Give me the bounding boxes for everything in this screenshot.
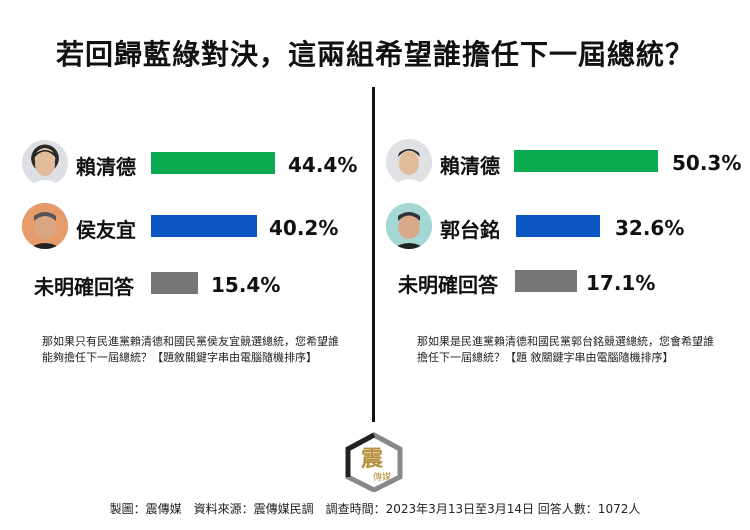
value-undecided-left: 15.4% (211, 273, 281, 297)
hou-yu-ih-avatar (22, 203, 68, 249)
value-gou: 32.6% (615, 216, 685, 240)
value-lai-left: 44.4% (288, 153, 358, 177)
question-note-right: 那如果是民進黨賴清德和國民黨郭台銘競選總統，您會希望誰擔任下一屆總統？【題 敘關… (417, 335, 714, 364)
value-undecided-right: 17.1% (586, 271, 656, 295)
question-note-left: 那如果只有民進黨賴清德和國民黨侯友宜競選總統，您希望誰能夠擔任下一屆總統？【題敘… (42, 335, 339, 364)
bar-lai-left (151, 152, 275, 174)
candidate-name-lai-right: 賴清德 (440, 154, 500, 178)
zhen-media-logo: 震 傳媒 (342, 432, 406, 493)
center-divider (372, 87, 375, 422)
logo-glyph: 震 (361, 446, 384, 472)
bar-undecided-left (151, 272, 198, 294)
value-hou: 40.2% (269, 216, 339, 240)
candidate-name-gou: 郭台銘 (440, 218, 500, 242)
undecided-label-left: 未明確回答 (34, 275, 134, 299)
candidate-name-lai: 賴清德 (76, 155, 136, 179)
value-lai-right: 50.3% (672, 151, 742, 175)
right-chart-panel: 賴清德 50.3% 郭台銘 32.6% 未明確回答 17.1% 那如果是民進黨賴… (375, 0, 750, 430)
bar-undecided-right (515, 270, 577, 292)
svg-text:傳媒: 傳媒 (373, 471, 391, 483)
undecided-label-right: 未明確回答 (398, 273, 498, 297)
bar-hou (151, 215, 257, 237)
lai-ching-te-avatar (22, 140, 68, 186)
candidate-name-hou: 侯友宜 (76, 218, 136, 242)
source-footer: 製圖：震傳媒 資料來源：震傳媒民調 調查時間：2023年3月13日至3月14日 … (109, 502, 641, 516)
lai-ching-te-avatar-right (386, 139, 432, 185)
terry-gou-avatar (386, 203, 432, 249)
bar-gou (516, 215, 600, 237)
bar-lai-right (514, 150, 658, 172)
chart-title: 若回歸藍綠對決，這兩組希望誰擔任下一屆總統？ (55, 38, 694, 71)
left-chart-panel: 賴清德 44.4% 侯友宜 40.2% 未明確回答 15.4% 那如果只有民進黨… (0, 0, 375, 430)
